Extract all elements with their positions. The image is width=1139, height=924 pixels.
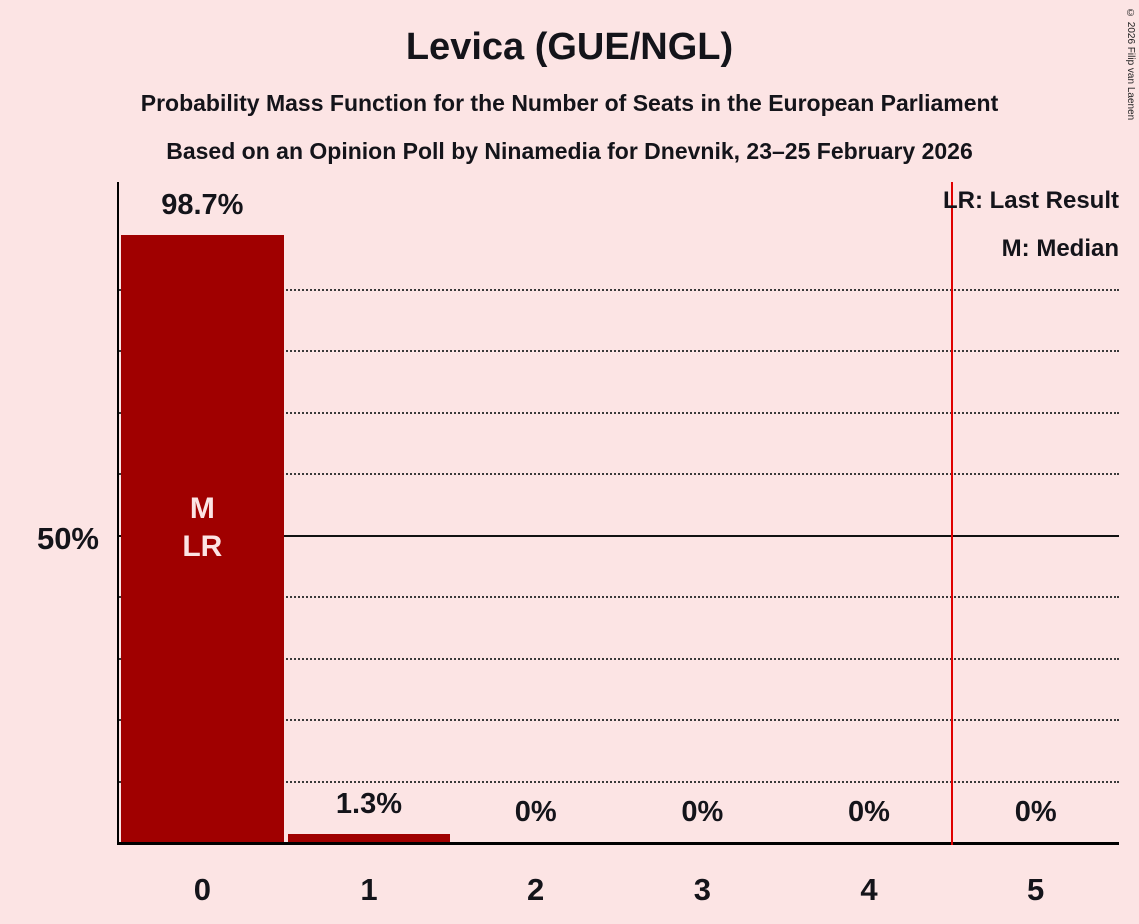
gridline-60pct [119, 473, 1119, 475]
chart-subtitle-1: Probability Mass Function for the Number… [140, 90, 999, 116]
gridline-10pct [119, 780, 1119, 783]
legend-median: M: Median [1001, 235, 1119, 262]
legend-last-result: LR: Last Result [942, 187, 1119, 214]
plot-area: 98.7% 0 1.3% 1 0% 2 0% 3 0% 4 0% 5 M LR [117, 182, 1119, 907]
gridline-50pct-solid [119, 534, 1119, 537]
bar-value-label-seat-0: 98.7% [161, 188, 244, 221]
vertical-reference-line [951, 182, 954, 845]
gridline-70pct [119, 411, 1119, 414]
x-tick-label-5: 5 [1027, 872, 1045, 907]
chart-title: Levica (GUE/NGL) [405, 26, 734, 68]
bar-value-label-seat-3: 0% [681, 796, 724, 828]
gridline-80pct [119, 350, 1119, 352]
median-last-result-annotation: M LR [119, 490, 286, 566]
gridline-90pct [119, 288, 1119, 291]
bar-value-label-seat-5: 0% [1014, 796, 1057, 828]
y-axis-50pct-label: 50% [36, 521, 99, 556]
x-tick-label-0: 0 [193, 872, 211, 907]
bar-value-label-seat-2: 0% [514, 796, 557, 828]
gridline-40pct [119, 596, 1119, 598]
bar-seat-1 [287, 834, 451, 842]
x-tick-label-4: 4 [860, 872, 878, 907]
annotation-line-lr: LR [182, 530, 223, 563]
bar-value-label-seat-1: 1.3% [335, 788, 403, 820]
bar-value-label-seat-4: 0% [848, 796, 890, 828]
gridline-20pct [119, 719, 1119, 721]
bar-seat-0 [121, 235, 284, 842]
chart-subtitle-2: Based on an Opinion Poll by Ninamedia fo… [166, 138, 973, 164]
gridline-30pct [119, 657, 1119, 660]
annotation-line-m: M [189, 492, 215, 525]
x-tick-label-1: 1 [360, 872, 378, 907]
x-tick-label-3: 3 [693, 872, 711, 907]
x-tick-label-2: 2 [527, 872, 545, 907]
copyright-notice: © 2026 Filip van Laenen [1125, 8, 1136, 121]
